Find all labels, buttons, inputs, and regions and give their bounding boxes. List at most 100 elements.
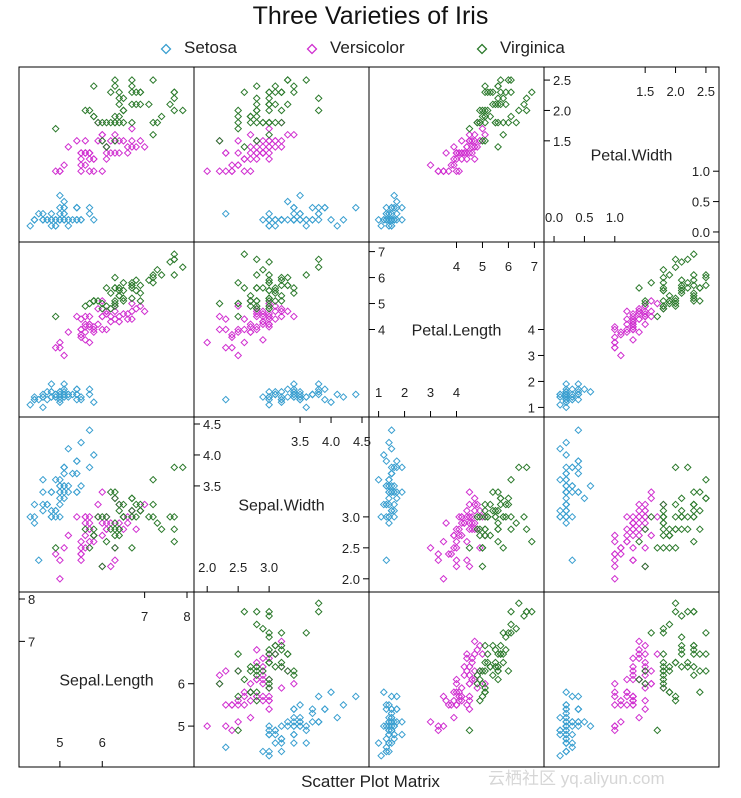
- data-point-versicolor: [462, 701, 471, 709]
- data-point-setosa: [277, 722, 286, 731]
- data-point-versicolor: [277, 304, 286, 313]
- data-point-virginica: [494, 142, 502, 151]
- data-point-versicolor: [629, 322, 637, 331]
- tick-label: 3: [528, 348, 535, 363]
- data-point-virginica: [695, 488, 704, 497]
- data-point-versicolor: [470, 637, 479, 646]
- data-point-setosa: [562, 494, 571, 503]
- data-point-virginica: [504, 628, 513, 637]
- data-point-virginica: [51, 312, 60, 321]
- data-point-versicolor: [470, 155, 479, 163]
- data-point-virginica: [641, 297, 650, 305]
- data-point-setosa: [562, 747, 571, 756]
- data-point-versicolor: [265, 654, 274, 663]
- data-point-setosa: [60, 203, 69, 212]
- data-point-virginica: [289, 289, 298, 298]
- data-point-virginica: [119, 500, 128, 509]
- data-point-virginica: [111, 297, 119, 305]
- data-point-versicolor: [85, 149, 94, 157]
- data-point-setosa: [85, 385, 94, 394]
- data-point-versicolor: [462, 667, 471, 675]
- data-point-setosa: [43, 500, 52, 509]
- data-point-virginica: [289, 671, 298, 680]
- data-point-versicolor: [259, 692, 267, 701]
- data-point-virginica: [265, 645, 274, 654]
- data-point-virginica: [246, 667, 255, 675]
- data-point-virginica: [102, 142, 111, 151]
- data-point-versicolor: [246, 149, 255, 157]
- data-point-setosa: [385, 215, 393, 224]
- data-point-virginica: [252, 662, 261, 671]
- tick-label: 2: [528, 374, 535, 389]
- data-point-setosa: [265, 393, 274, 401]
- data-point-versicolor: [55, 167, 64, 176]
- data-point-versicolor: [265, 310, 274, 318]
- data-point-virginica: [252, 255, 261, 264]
- data-point-setosa: [398, 730, 406, 739]
- data-point-versicolor: [641, 506, 650, 515]
- data-point-virginica: [494, 662, 502, 671]
- data-point-versicolor: [259, 312, 267, 321]
- data-point-setosa: [43, 500, 52, 509]
- data-point-virginica: [170, 255, 179, 264]
- data-point-virginica: [499, 130, 508, 139]
- data-point-versicolor: [89, 531, 98, 540]
- data-point-virginica: [659, 284, 668, 292]
- data-point-versicolor: [81, 531, 90, 540]
- data-point-virginica: [240, 142, 249, 151]
- data-point-versicolor: [465, 136, 474, 145]
- data-point-virginica: [659, 650, 668, 658]
- data-point-virginica: [157, 525, 166, 534]
- data-point-virginica: [465, 124, 474, 133]
- data-point-virginica: [259, 118, 267, 127]
- data-point-versicolor: [478, 512, 487, 521]
- data-point-virginica: [265, 658, 274, 667]
- data-point-setosa: [556, 475, 565, 484]
- data-point-versicolor: [468, 142, 476, 151]
- data-point-setosa: [562, 385, 571, 394]
- data-point-virginica: [277, 297, 286, 305]
- data-point-virginica: [111, 112, 119, 121]
- data-point-setosa: [289, 705, 298, 714]
- data-point-virginica: [106, 289, 115, 298]
- data-point-setosa: [390, 722, 399, 731]
- data-point-setosa: [562, 380, 571, 388]
- data-point-setosa: [574, 395, 583, 404]
- data-point-virginica: [106, 525, 115, 534]
- data-point-virginica: [488, 88, 497, 97]
- data-point-setosa: [382, 500, 391, 509]
- tick-label: 3.0: [260, 560, 278, 575]
- data-point-setosa: [580, 717, 589, 726]
- data-point-virginica: [153, 118, 162, 127]
- data-point-versicolor: [89, 155, 98, 163]
- data-point-versicolor: [115, 519, 124, 527]
- data-point-versicolor: [452, 155, 461, 163]
- data-point-virginica: [302, 76, 311, 84]
- data-point-virginica: [481, 658, 489, 667]
- tick-label: 4: [378, 323, 385, 338]
- data-point-virginica: [314, 263, 323, 272]
- data-point-virginica: [677, 284, 686, 292]
- data-point-setosa: [568, 482, 577, 490]
- data-point-setosa: [562, 709, 571, 718]
- data-point-versicolor: [64, 328, 73, 337]
- data-point-versicolor: [629, 317, 637, 326]
- data-point-setosa: [382, 482, 391, 490]
- data-point-setosa: [271, 726, 280, 735]
- data-point-versicolor: [240, 338, 249, 347]
- data-point-virginica: [252, 302, 261, 311]
- data-point-versicolor: [128, 315, 136, 324]
- data-point-virginica: [215, 299, 224, 308]
- data-point-virginica: [252, 82, 261, 91]
- data-point-setosa: [308, 705, 317, 714]
- data-point-virginica: [481, 88, 489, 97]
- data-point-setosa: [556, 512, 565, 521]
- data-point-setosa: [55, 488, 64, 497]
- data-point-virginica: [677, 633, 686, 642]
- data-point-setosa: [568, 692, 577, 701]
- data-point-versicolor: [465, 696, 474, 705]
- data-point-virginica: [647, 278, 656, 287]
- data-point-virginica: [89, 525, 98, 534]
- data-point-setosa: [77, 393, 85, 401]
- data-point-versicolor: [240, 701, 249, 709]
